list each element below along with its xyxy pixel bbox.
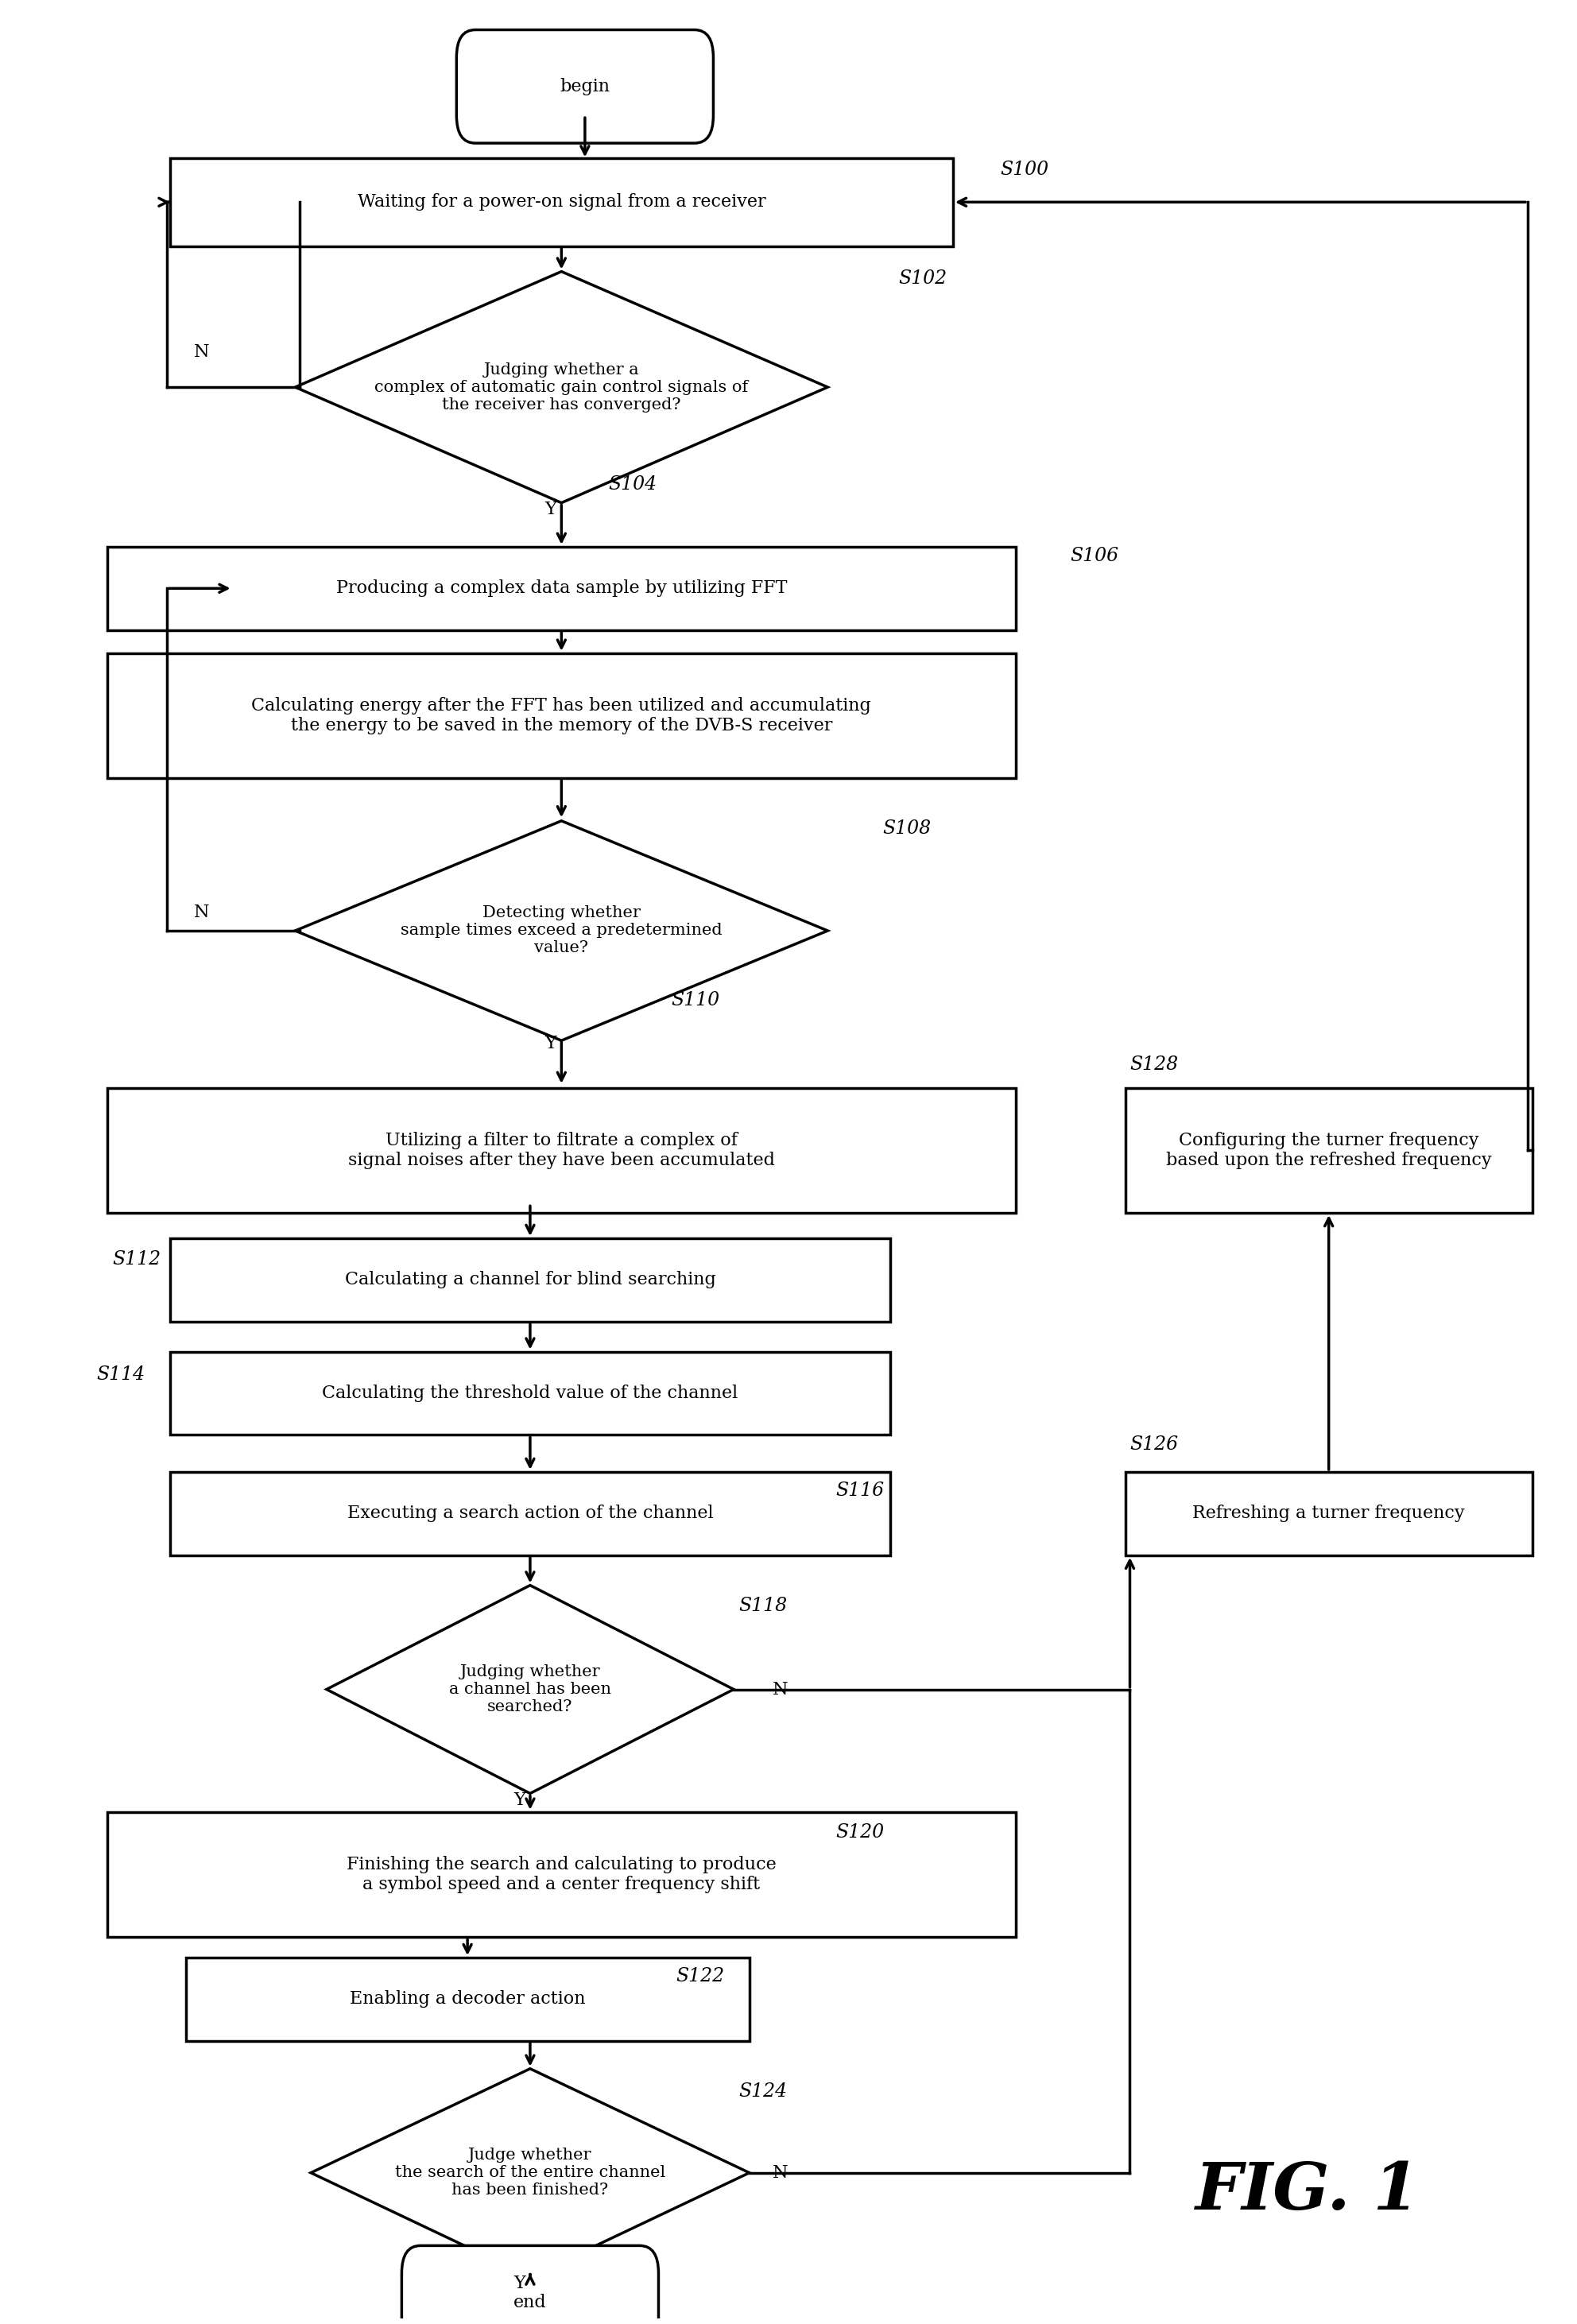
Text: Waiting for a power-on signal from a receiver: Waiting for a power-on signal from a rec… <box>358 193 765 211</box>
Text: Calculating a channel for blind searching: Calculating a channel for blind searchin… <box>345 1271 716 1290</box>
Text: Enabling a decoder action: Enabling a decoder action <box>350 1992 585 2008</box>
FancyBboxPatch shape <box>402 2245 659 2324</box>
Polygon shape <box>295 820 828 1041</box>
Text: Refreshing a turner frequency: Refreshing a turner frequency <box>1192 1506 1465 1522</box>
Text: N: N <box>194 904 210 920</box>
Bar <box>170 158 953 246</box>
Text: S120: S120 <box>836 1824 885 1843</box>
Text: Utilizing a filter to filtrate a complex of
signal noises after they have been a: Utilizing a filter to filtrate a complex… <box>349 1132 774 1169</box>
Text: Detecting whether
sample times exceed a predetermined
value?: Detecting whether sample times exceed a … <box>401 906 722 955</box>
Text: S126: S126 <box>1129 1434 1178 1452</box>
Text: S124: S124 <box>738 2082 787 2101</box>
Text: Judge whether
the search of the entire channel
has been finished?: Judge whether the search of the entire c… <box>394 2147 665 2199</box>
Text: S116: S116 <box>836 1480 885 1499</box>
Text: Y: Y <box>544 1034 557 1053</box>
Bar <box>107 653 1016 779</box>
Bar <box>1124 1471 1533 1555</box>
Bar <box>1124 1088 1533 1213</box>
Text: Configuring the turner frequency
based upon the refreshed frequency: Configuring the turner frequency based u… <box>1165 1132 1492 1169</box>
Text: S122: S122 <box>677 1966 724 1985</box>
Bar <box>107 1813 1016 1936</box>
Text: end: end <box>514 2294 547 2310</box>
Text: S104: S104 <box>609 474 658 493</box>
Text: S106: S106 <box>1071 546 1120 565</box>
Text: S118: S118 <box>738 1597 787 1615</box>
Text: Calculating the threshold value of the channel: Calculating the threshold value of the c… <box>322 1385 738 1401</box>
Text: N: N <box>773 2164 788 2182</box>
Text: Judging whether a
complex of automatic gain control signals of
the receiver has : Judging whether a complex of automatic g… <box>375 363 747 411</box>
Polygon shape <box>311 2068 749 2278</box>
Bar <box>107 1088 1016 1213</box>
Text: S102: S102 <box>899 270 946 288</box>
Text: Y: Y <box>544 500 557 518</box>
Bar <box>107 546 1016 630</box>
Text: Y: Y <box>513 1792 525 1808</box>
Text: Finishing the search and calculating to produce
a symbol speed and a center freq: Finishing the search and calculating to … <box>347 1855 776 1894</box>
Text: N: N <box>773 1680 788 1699</box>
Bar <box>186 1957 749 2040</box>
Text: S100: S100 <box>1000 160 1049 179</box>
Text: S110: S110 <box>672 990 719 1009</box>
Bar <box>170 1239 891 1322</box>
Text: begin: begin <box>560 77 610 95</box>
Text: FIG. 1: FIG. 1 <box>1195 2159 1421 2224</box>
Text: N: N <box>194 344 210 360</box>
Polygon shape <box>295 272 828 502</box>
Text: Y: Y <box>513 2275 525 2291</box>
Polygon shape <box>326 1585 733 1794</box>
Text: S114: S114 <box>96 1367 145 1383</box>
Text: S112: S112 <box>112 1250 161 1269</box>
Text: Producing a complex data sample by utilizing FFT: Producing a complex data sample by utili… <box>336 579 787 597</box>
Text: S128: S128 <box>1129 1055 1178 1074</box>
Text: Calculating energy after the FFT has been utilized and accumulating
the energy t: Calculating energy after the FFT has bee… <box>252 697 872 734</box>
Bar <box>170 1471 891 1555</box>
Text: Executing a search action of the channel: Executing a search action of the channel <box>347 1506 713 1522</box>
Text: Judging whether
a channel has been
searched?: Judging whether a channel has been searc… <box>449 1664 612 1715</box>
Text: S108: S108 <box>883 820 930 839</box>
FancyBboxPatch shape <box>456 30 713 144</box>
Bar <box>170 1353 891 1434</box>
